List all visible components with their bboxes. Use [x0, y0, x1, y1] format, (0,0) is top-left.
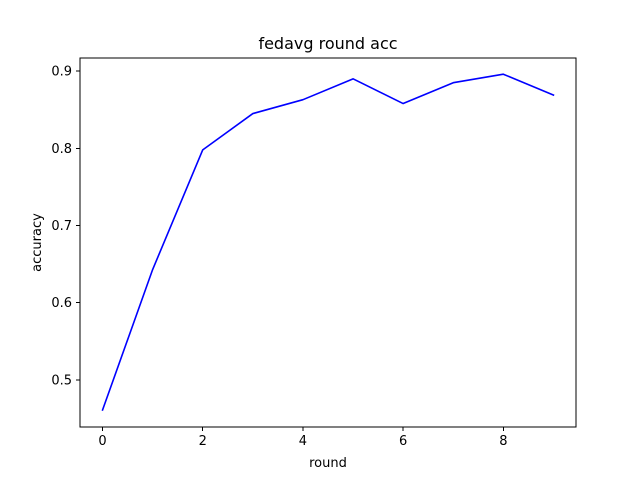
y-tick-label: 0.8 [51, 142, 72, 157]
series-layer [101, 73, 555, 412]
ticks-layer: 0 2 4 6 8 0.5 0.6 0.7 0.8 0.9 [51, 65, 507, 449]
x-tick-label: 8 [499, 434, 507, 449]
y-tick-label: 0.9 [51, 65, 72, 80]
x-axis-label: round [309, 456, 347, 471]
x-tick-label: 4 [299, 434, 307, 449]
y-tick-label: 0.7 [51, 219, 72, 234]
x-tick-label: 6 [399, 434, 407, 449]
plot-frame [79, 57, 577, 428]
x-tick-label: 0 [98, 434, 106, 449]
y-tick-label: 0.5 [51, 373, 72, 388]
x-tick-label: 2 [199, 434, 207, 449]
series-line-0 [101, 73, 555, 412]
y-axis-label: accuracy [30, 213, 45, 272]
y-tick-label: 0.6 [51, 296, 72, 311]
chart-title: fedavg round acc [258, 34, 397, 53]
